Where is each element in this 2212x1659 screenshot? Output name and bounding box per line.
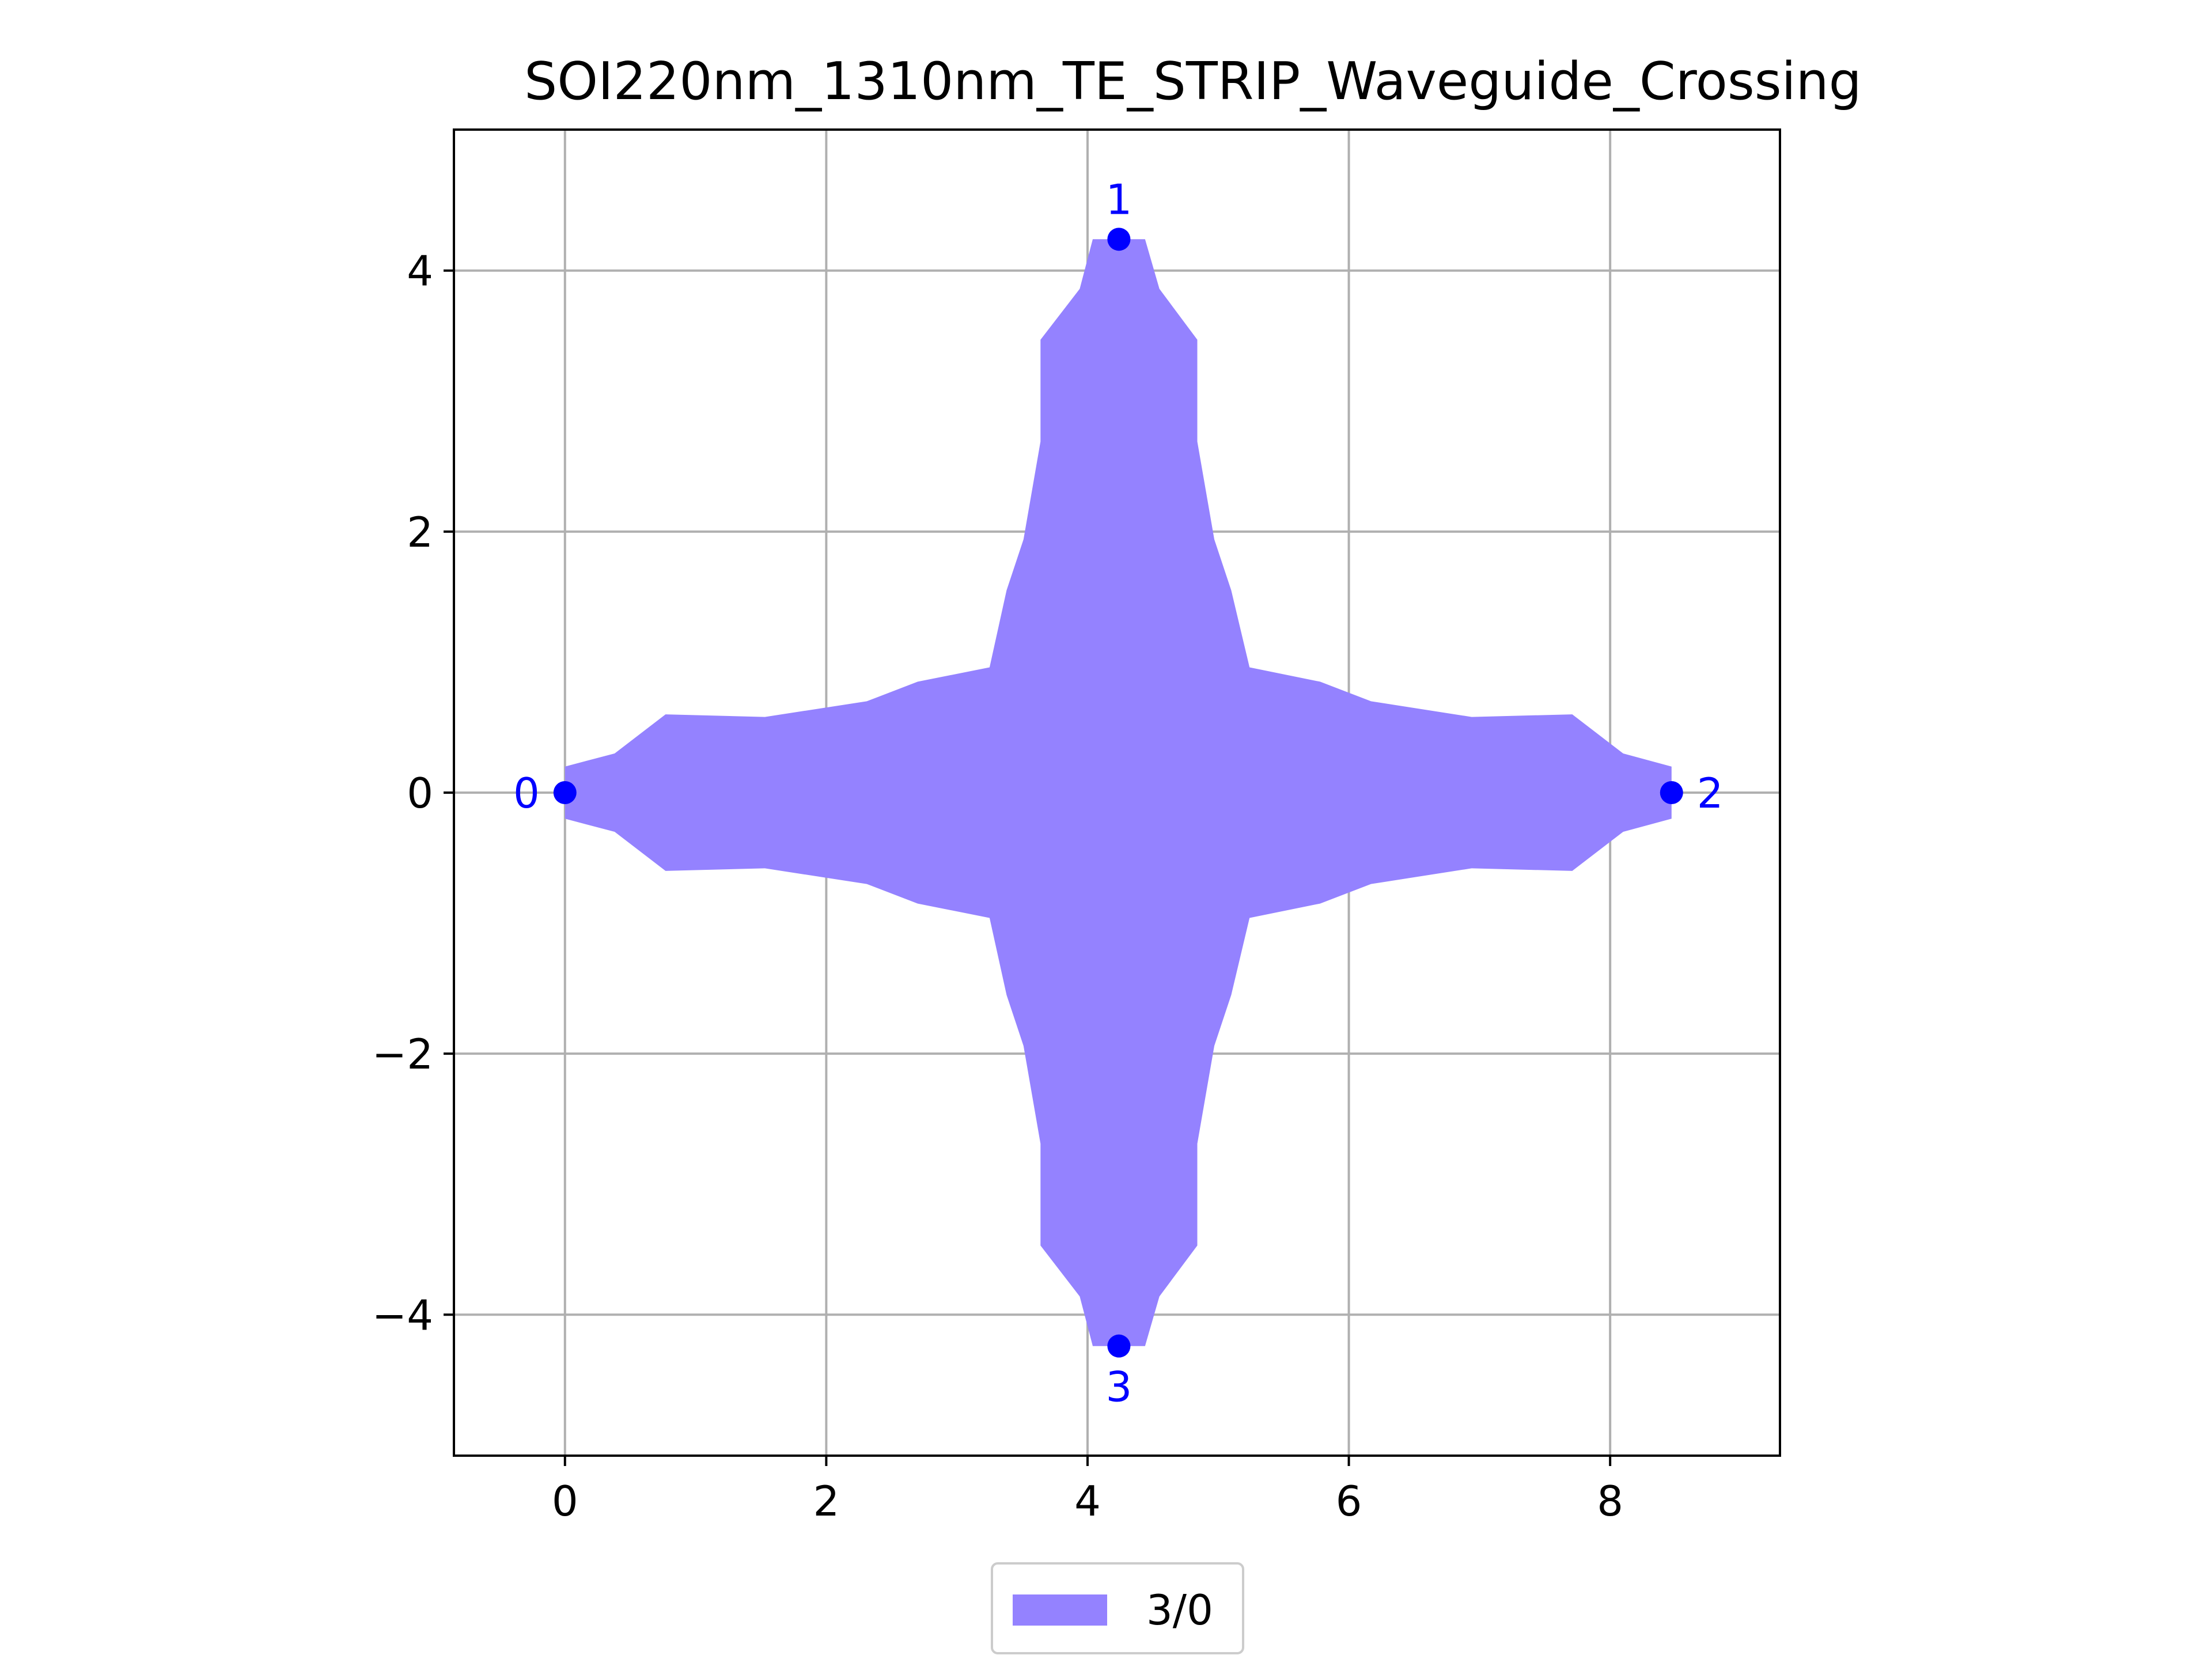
- x-tick-label: 8: [1597, 1477, 1623, 1525]
- ports: 0 1 2 3: [513, 175, 1724, 1411]
- port-marker: [1660, 781, 1683, 804]
- x-tick-label: 0: [552, 1477, 578, 1525]
- y-tick-label: 2: [407, 508, 433, 556]
- waveguide-shape: [565, 239, 1672, 1346]
- crossing-polygon: [565, 239, 1672, 1346]
- port-label: 3: [1105, 1363, 1132, 1411]
- axis-ticks: 0 2 4 6 8 −4 −2 0 2 4: [372, 247, 1623, 1525]
- port-label: 1: [1105, 175, 1132, 224]
- y-tick-label: 4: [407, 247, 433, 296]
- chart-title: SOI220nm_1310nm_TE_STRIP_Waveguide_Cross…: [524, 51, 1862, 112]
- y-tick-label: −2: [372, 1030, 433, 1078]
- legend-label: 3/0: [1146, 1586, 1213, 1634]
- x-tick-label: 2: [813, 1477, 839, 1525]
- port-marker: [1107, 1334, 1131, 1358]
- legend-swatch: [1013, 1594, 1107, 1626]
- port-marker: [553, 781, 577, 804]
- y-tick-label: 0: [407, 769, 433, 817]
- x-tick-label: 4: [1074, 1477, 1101, 1525]
- legend: 3/0: [991, 1562, 1244, 1654]
- y-tick-label: −4: [372, 1291, 433, 1339]
- x-tick-label: 6: [1336, 1477, 1362, 1525]
- port-label: 2: [1697, 769, 1724, 817]
- port-label: 0: [513, 769, 540, 817]
- legend-box: [991, 1562, 1244, 1654]
- port-marker: [1107, 228, 1131, 251]
